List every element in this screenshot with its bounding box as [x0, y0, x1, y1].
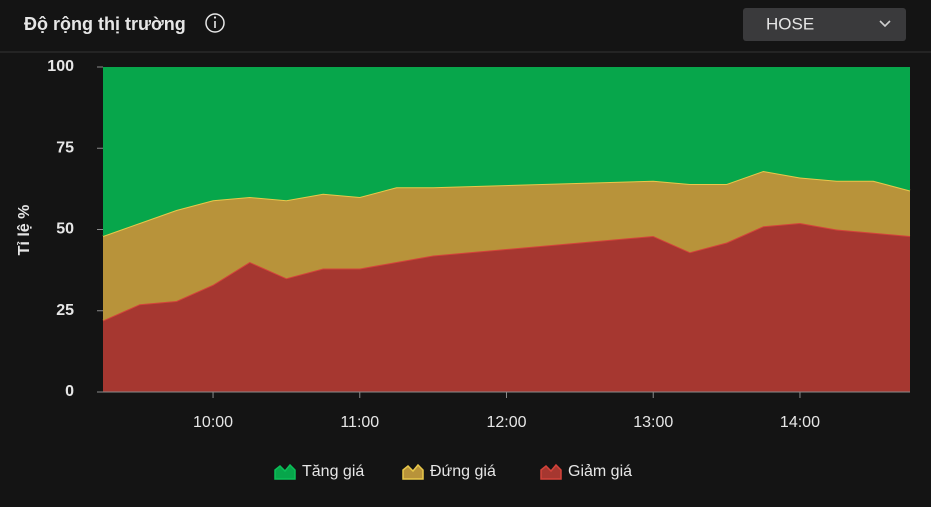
legend-item[interactable]: Tăng giá [274, 463, 364, 480]
y-tick-label: 0 [65, 383, 74, 400]
legend-icon [274, 463, 296, 480]
y-tick-label: 75 [56, 139, 74, 156]
page-title: Độ rộng thị trường [24, 14, 186, 34]
area [103, 171, 910, 321]
y-axis-label: Tỉ lệ % [16, 205, 33, 256]
y-tick-label: 100 [47, 58, 74, 75]
area [103, 67, 910, 236]
legend-item[interactable]: Đứng giá [402, 463, 496, 480]
x-tick-label: 13:00 [633, 414, 673, 431]
legend-label: Tăng giá [302, 463, 364, 480]
y-tick-label: 25 [56, 302, 74, 319]
x-tick-label: 12:00 [486, 414, 526, 431]
x-tick-label: 14:00 [780, 414, 820, 431]
legend-label: Đứng giá [430, 463, 496, 480]
area [103, 223, 910, 392]
dropdown-value: HOSE [766, 14, 814, 33]
legend-item[interactable]: Giảm giá [540, 463, 632, 480]
legend-icon [402, 463, 424, 480]
exchange-dropdown[interactable]: HOSE [743, 8, 906, 41]
legend-icon [540, 463, 562, 480]
legend-label: Giảm giá [568, 463, 632, 480]
y-tick-label: 50 [56, 221, 74, 238]
x-tick-label: 11:00 [340, 414, 379, 431]
x-tick-label: 10:00 [193, 414, 233, 431]
info-icon[interactable] [205, 13, 225, 33]
